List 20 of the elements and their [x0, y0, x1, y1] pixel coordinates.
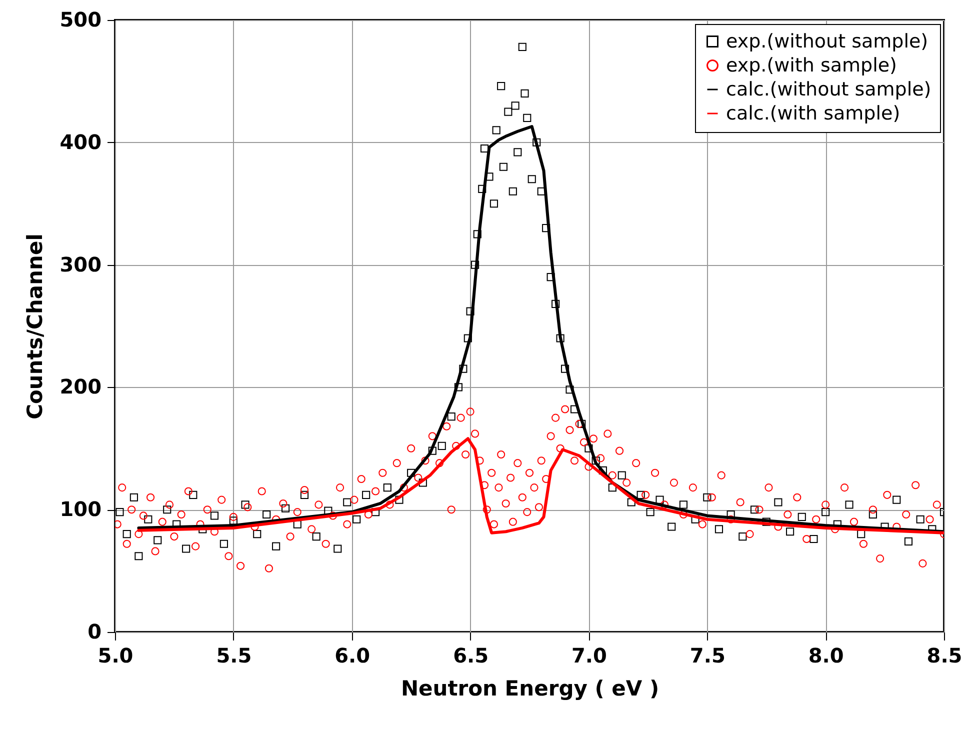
x-tick-label: 5.5 [216, 644, 252, 668]
y-axis-title: Counts/Channel [22, 234, 47, 420]
x-tick-label: 7.5 [690, 644, 726, 668]
legend-label: exp.(without sample) [726, 30, 928, 52]
x-tick-label: 5.0 [98, 644, 134, 668]
legend-label: exp.(with sample) [726, 54, 897, 76]
legend-label: calc.(without sample) [726, 78, 932, 100]
x-axis-title: Neutron Energy ( eV ) [400, 676, 660, 700]
x-tick-label: 8.0 [808, 644, 844, 668]
x-tick-label: 7.0 [571, 644, 607, 668]
y-tick-label: 300 [60, 252, 102, 276]
x-tick-label: 6.0 [334, 644, 370, 668]
y-tick-label: 0 [88, 620, 102, 644]
y-tick-label: 500 [60, 8, 102, 32]
y-tick-label: 200 [60, 374, 102, 399]
y-tick-label: 100 [60, 497, 102, 522]
x-tick-label: 8.5 [926, 644, 962, 668]
y-tick-label: 400 [60, 130, 102, 154]
x-tick-label: 6.5 [453, 644, 489, 668]
legend-label: calc.(with sample) [726, 102, 900, 124]
